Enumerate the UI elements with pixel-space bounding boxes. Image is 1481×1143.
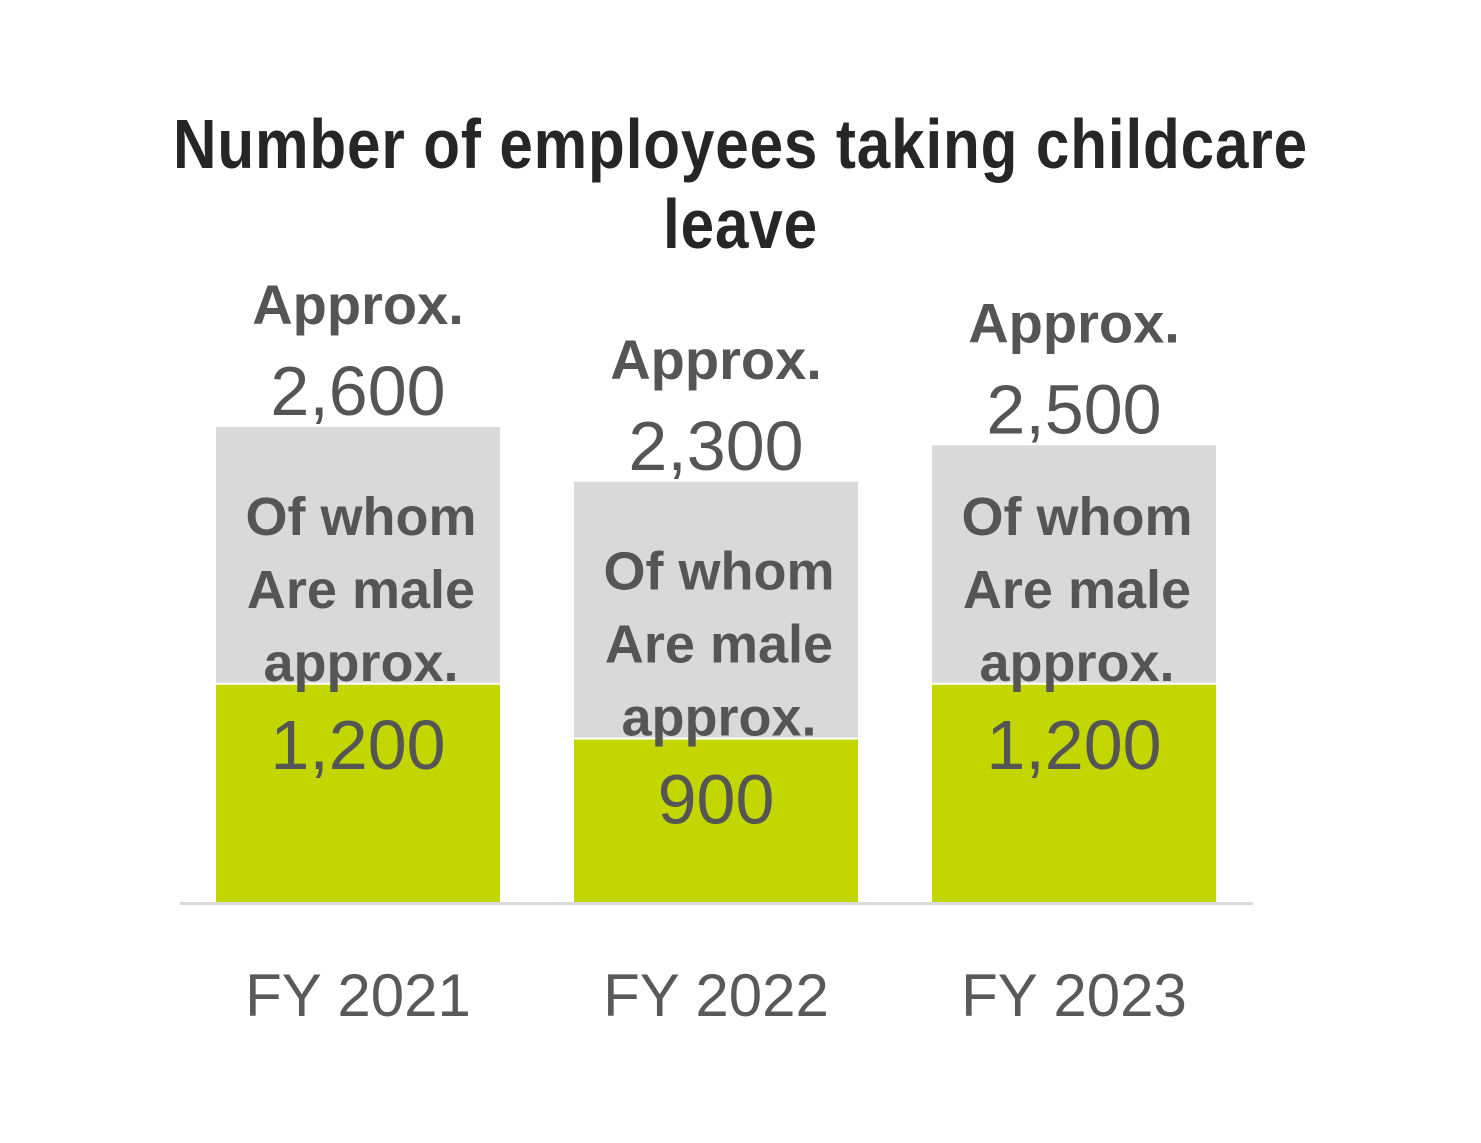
total-label-prefix: Approx. [610, 328, 822, 391]
x-tick-label: FY 2021 [245, 962, 471, 1029]
bar-segment-other [574, 481, 858, 738]
male-caption-line: Of whom [246, 487, 477, 547]
male-caption-line: Of whom [962, 487, 1193, 547]
x-tick-label: FY 2023 [961, 962, 1187, 1029]
total-label-value: 2,500 [986, 370, 1161, 448]
bar-segment-other [216, 427, 500, 683]
total-label-value: 2,300 [628, 407, 803, 485]
x-tick-label: FY 2022 [603, 962, 829, 1029]
bar-segment-male [574, 739, 858, 902]
male-caption-line: Of whom [604, 542, 835, 602]
total-label-prefix: Approx. [252, 273, 464, 336]
male-value-label: 900 [658, 761, 775, 839]
male-caption-line: approx. [621, 688, 816, 748]
male-value-label: 1,200 [986, 706, 1161, 784]
male-caption-line: approx. [979, 633, 1174, 693]
male-caption-line: Are male [963, 560, 1191, 620]
male-caption-line: Are male [605, 615, 833, 675]
male-caption-line: approx. [263, 633, 458, 693]
total-label-value: 2,600 [270, 352, 445, 430]
male-caption-line: Are male [247, 560, 475, 620]
total-label-prefix: Approx. [968, 291, 1180, 354]
bar-segment-male [216, 684, 500, 902]
male-value-label: 1,200 [270, 706, 445, 784]
chart-title: Number of employees taking childcare lea… [173, 105, 1308, 263]
bar-segment-male [932, 684, 1216, 902]
bar-segment-other [932, 445, 1216, 683]
